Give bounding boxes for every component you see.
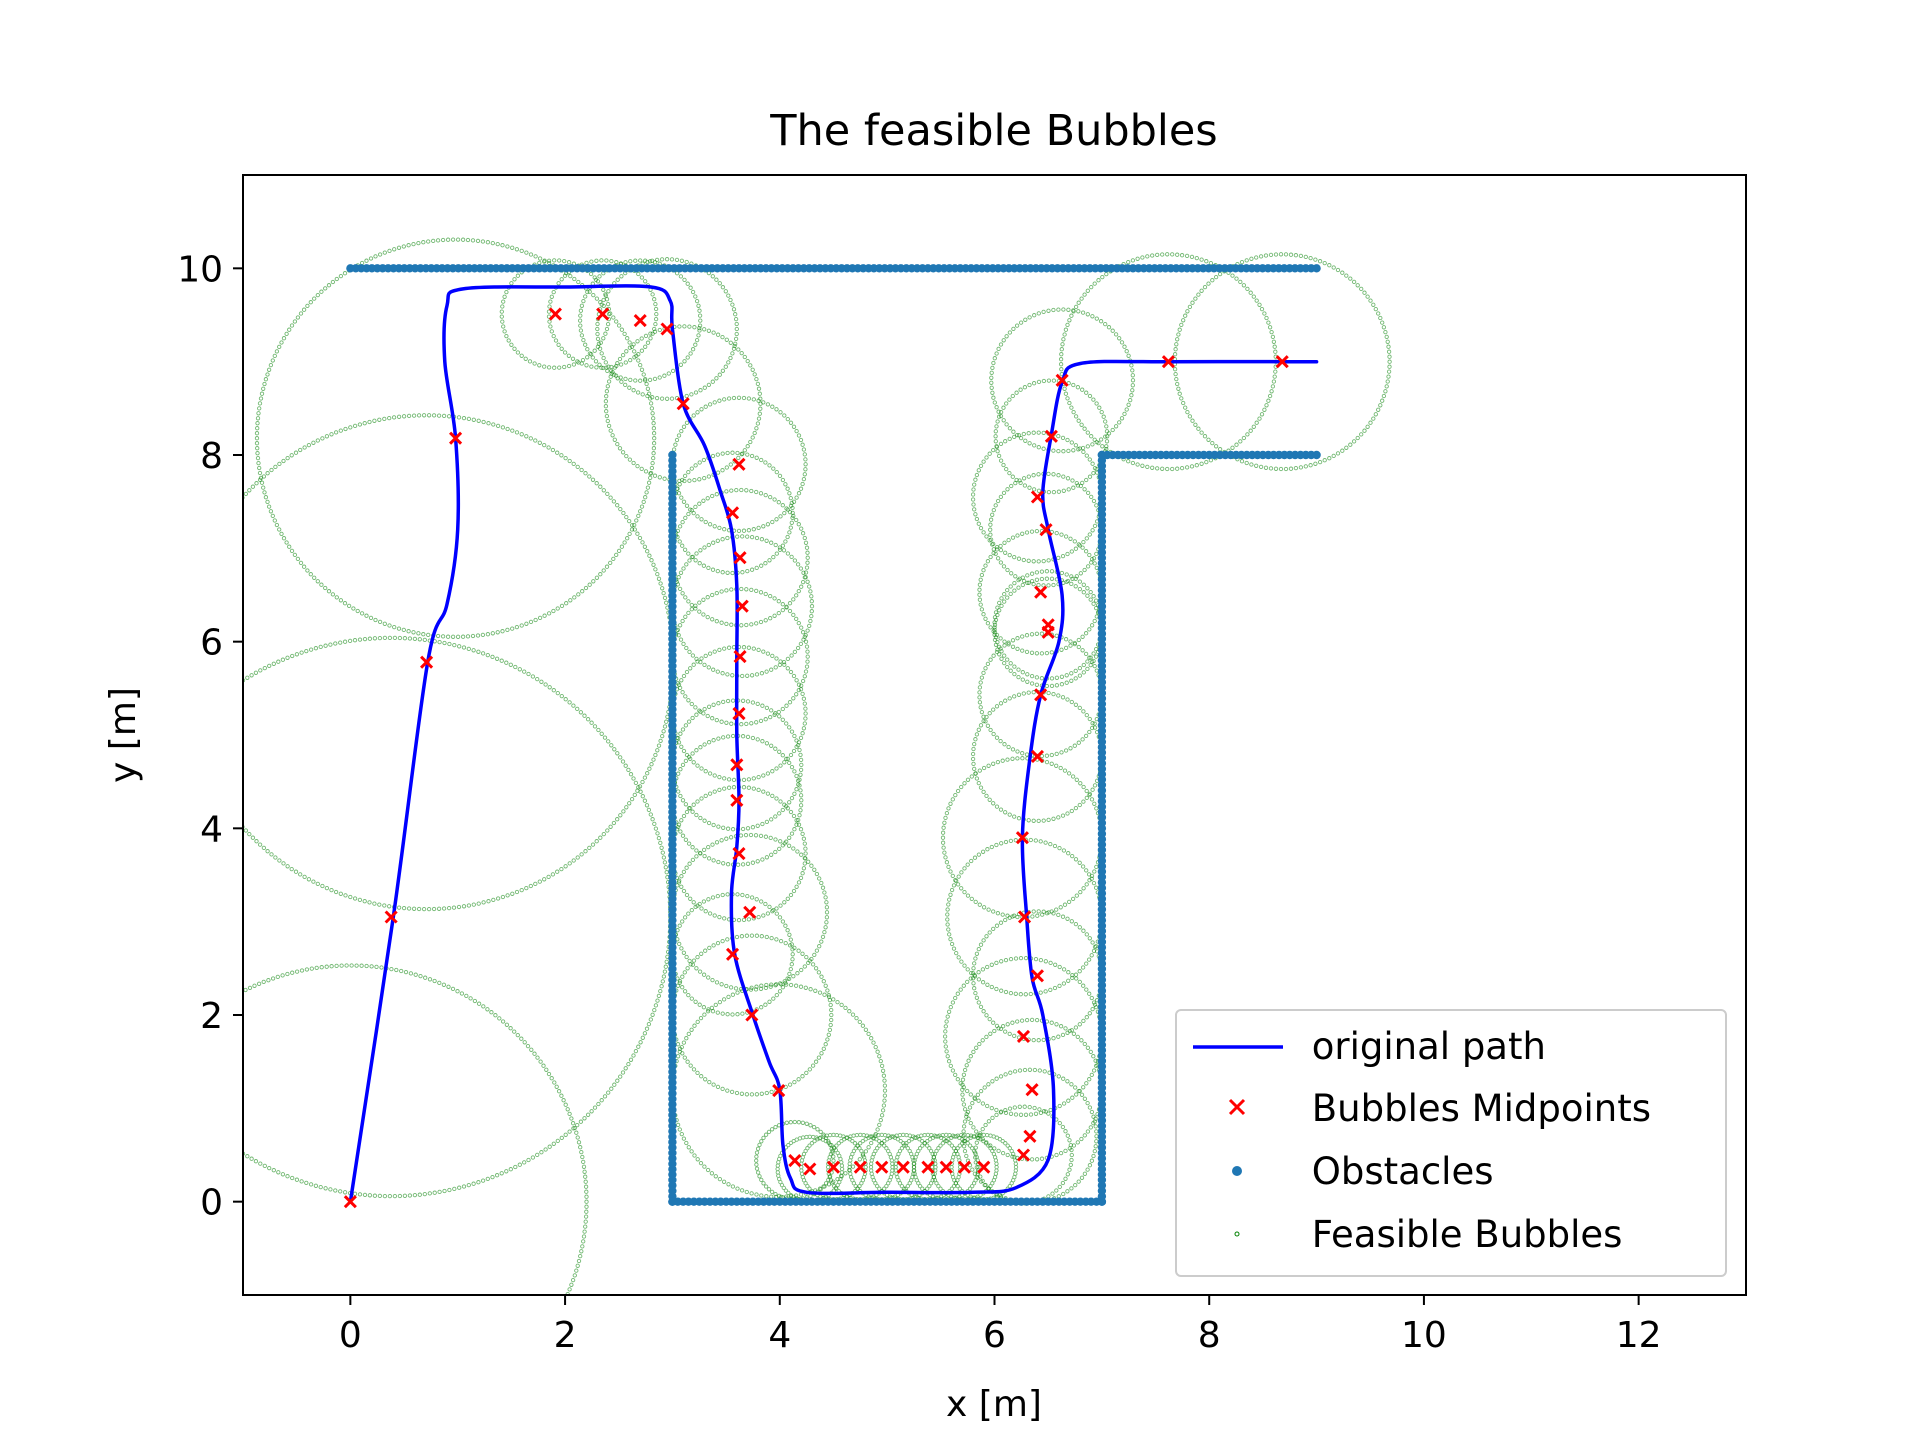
obstacle-wall [1097,450,1321,460]
chart-title: The feasible Bubbles [769,106,1217,156]
bubble-midpoint-marker [939,1160,953,1174]
feasible-bubble [243,963,589,1295]
x-tick-label: 8 [1198,1315,1221,1356]
bubble-midpoint-marker [977,1160,991,1174]
bubble-midpoint-marker [1016,1148,1031,1162]
legend-swatch-obstacle [1232,1166,1242,1176]
bubble-midpoint-marker [1017,910,1032,924]
x-tick-label: 0 [339,1315,362,1356]
bubble-midpoint-marker [730,793,744,807]
y-tick-label: 0 [200,1183,223,1224]
y-axis-label: y [m] [103,687,144,783]
bubble-midpoint-marker [803,1162,817,1176]
legend-label-bubbles: Feasible Bubbles [1300,1213,1622,1256]
bubble-midpoint-marker [1275,355,1289,369]
feasible-bubble-ring [243,635,673,1199]
feasible-bubble-ring [603,324,763,484]
bubble-midpoint-marker [1034,688,1048,702]
bubble-midpoint-marker [875,1160,889,1174]
x-axis-label: x [m] [946,1384,1042,1425]
feasible-bubble [603,324,763,484]
legend-box [1175,1009,1727,1277]
bubble-midpoint-marker [732,846,746,861]
bubble-midpoint-marker [725,947,740,961]
bubble-midpoint-marker [732,706,746,721]
obstacle-wall [1097,450,1107,1206]
x-tick-label: 12 [1616,1315,1662,1356]
y-tick-label: 10 [177,249,223,290]
bubble-midpoint-marker [1015,831,1029,845]
bubble-midpoint-marker [1044,429,1058,443]
bubble-midpoint-marker [732,457,746,471]
legend: original path Bubbles Midpoints Obstacle… [1175,1009,1727,1277]
bubble-midpoint-marker [660,322,674,336]
y-tick-label: 2 [200,996,223,1037]
bubble-midpoint-marker [896,1160,910,1174]
bubble-midpoint-marker [449,431,463,445]
bubble-midpoint-marker [384,910,398,924]
bubble-midpoint-marker [1023,1129,1037,1143]
x-tick-label: 4 [768,1315,791,1356]
obstacle-dots [1097,450,1107,1206]
obstacles-layer [346,264,1321,1206]
x-tick-label: 10 [1401,1315,1447,1356]
legend-swatch-bubble [1234,1231,1240,1237]
bubble-midpoint-marker [1055,373,1069,387]
feasible-bubble [243,635,673,1199]
bubble-midpoint-marker [730,758,744,772]
bubble-midpoint-marker [1161,355,1175,369]
bubble-midpoint-marker [596,307,610,321]
bubble-midpoint-marker [1041,618,1055,632]
bubble-midpoint-marker [420,655,434,669]
bubble-midpoint-marker [733,650,747,664]
x-axis: 0 2 4 6 8 10 12 [339,1295,1662,1356]
legend-swatch-midpoint [1228,1098,1246,1116]
legend-label-obstacles: Obstacles [1300,1150,1494,1193]
bubble-midpoint-marker [788,1154,802,1168]
feasible-bubble-ring [243,963,589,1295]
legend-label-path: original path [1300,1025,1546,1068]
bubble-midpoint-marker [676,397,690,411]
bubble-midpoint-marker [1025,1083,1039,1097]
obstacle-dots [668,450,677,1206]
bubble-midpoint-marker [853,1160,867,1174]
bubble-midpoint-marker [1030,490,1045,504]
bubble-midpoint-marker [745,1008,759,1022]
obstacle-dots [1097,450,1321,460]
bubble-midpoint-marker [633,314,647,328]
bubble-midpoint-marker [1016,1029,1031,1044]
bubble-midpoint-marker [725,506,740,520]
y-tick-label: 8 [200,436,223,477]
plot-area [243,237,1392,1295]
bubble-midpoint-marker [1039,523,1053,537]
bubble-midpoint-marker [826,1160,841,1174]
bubble-midpoint-marker [548,307,562,321]
bubble-midpoint-marker [772,1084,786,1098]
y-axis: 0 2 4 6 8 10 [177,249,243,1224]
x-tick-label: 2 [554,1315,577,1356]
bubble-midpoint-marker [1030,749,1045,764]
legend-label-midpoints: Bubbles Midpoints [1300,1087,1651,1130]
obstacle-wall [668,1197,1107,1206]
obstacle-wall [346,264,1321,273]
x-tick-label: 6 [983,1315,1006,1356]
bubble-midpoint-marker [1034,585,1048,599]
bubble-midpoint-marker [733,551,747,565]
bubble-midpoint-marker [735,599,749,613]
obstacle-wall [668,450,677,1206]
bubble-midpoints-layer [343,307,1289,1209]
y-tick-label: 6 [200,623,223,664]
bubble-midpoint-marker [921,1160,935,1174]
bubble-midpoint-marker [343,1195,357,1209]
bubble-midpoint-marker [743,905,757,919]
obstacle-dots [346,264,1321,273]
original-path-line [348,284,1319,1204]
bubble-midpoint-marker [957,1160,972,1174]
y-tick-label: 4 [200,809,223,850]
feasible-bubble [993,378,1110,495]
obstacle-dots [668,1197,1107,1206]
feasible-bubble-ring [993,378,1110,495]
bubble-midpoint-marker [1030,969,1045,983]
